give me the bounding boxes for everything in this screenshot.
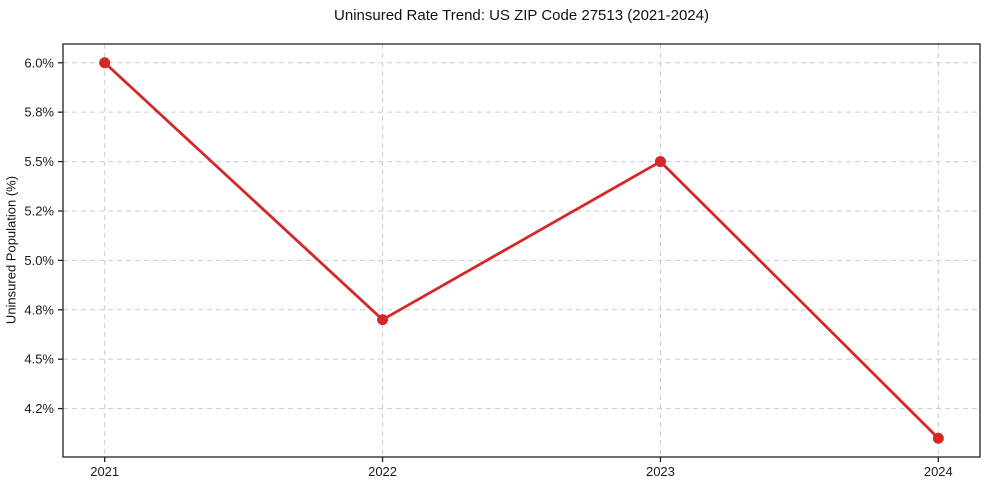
x-tick-label: 2024 bbox=[924, 464, 953, 479]
y-tick-label: 5.0% bbox=[24, 253, 54, 268]
data-point-marker bbox=[654, 156, 666, 168]
trend-line bbox=[103, 61, 940, 440]
y-tick-label: 6.0% bbox=[24, 55, 54, 70]
x-tick-label: 2022 bbox=[368, 464, 397, 479]
data-point-marker bbox=[99, 57, 111, 69]
data-point-marker bbox=[932, 432, 944, 444]
y-tick-label: 5.2% bbox=[24, 203, 54, 218]
x-tick-label: 2023 bbox=[646, 464, 675, 479]
plot-border bbox=[62, 43, 981, 458]
y-tick-label: 4.2% bbox=[24, 401, 54, 416]
chart-title: Uninsured Rate Trend: US ZIP Code 27513 … bbox=[334, 7, 709, 24]
y-tick-label: 5.8% bbox=[24, 105, 54, 120]
y-tick-label: 5.5% bbox=[24, 154, 54, 169]
y-tick-label: 4.5% bbox=[24, 352, 54, 367]
data-point-marker bbox=[377, 314, 389, 326]
y-tick-label: 4.8% bbox=[24, 302, 54, 317]
x-tick-label: 2021 bbox=[90, 464, 119, 479]
